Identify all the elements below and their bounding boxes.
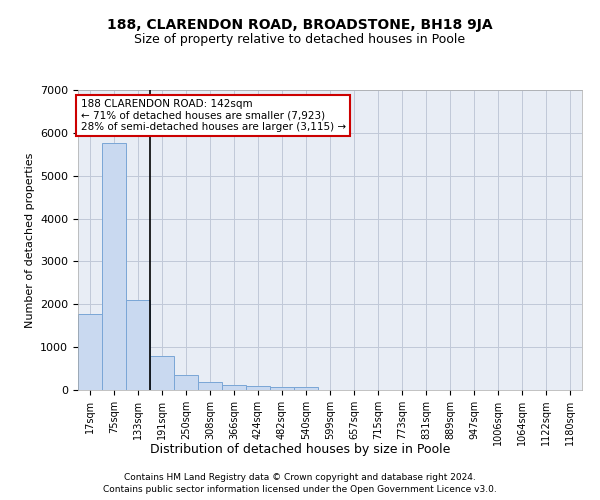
Bar (150, 356, 174, 390)
Text: Size of property relative to detached houses in Poole: Size of property relative to detached ho… (134, 32, 466, 46)
Bar (78, 314, 102, 390)
Text: 188 CLARENDON ROAD: 142sqm
← 71% of detached houses are smaller (7,923)
28% of s: 188 CLARENDON ROAD: 142sqm ← 71% of deta… (80, 99, 346, 132)
Text: Contains public sector information licensed under the Open Government Licence v3: Contains public sector information licen… (103, 485, 497, 494)
Bar (126, 300, 150, 390)
Y-axis label: Number of detached properties: Number of detached properties (25, 152, 35, 328)
Bar (294, 387, 318, 390)
Bar (270, 386, 294, 390)
Bar (222, 385, 246, 390)
Text: Contains HM Land Registry data © Crown copyright and database right 2024.: Contains HM Land Registry data © Crown c… (124, 472, 476, 482)
Bar (174, 376, 198, 390)
Bar (102, 143, 126, 390)
Bar (198, 382, 222, 390)
Bar (246, 386, 270, 390)
Text: Distribution of detached houses by size in Poole: Distribution of detached houses by size … (150, 442, 450, 456)
Text: 188, CLARENDON ROAD, BROADSTONE, BH18 9JA: 188, CLARENDON ROAD, BROADSTONE, BH18 9J… (107, 18, 493, 32)
